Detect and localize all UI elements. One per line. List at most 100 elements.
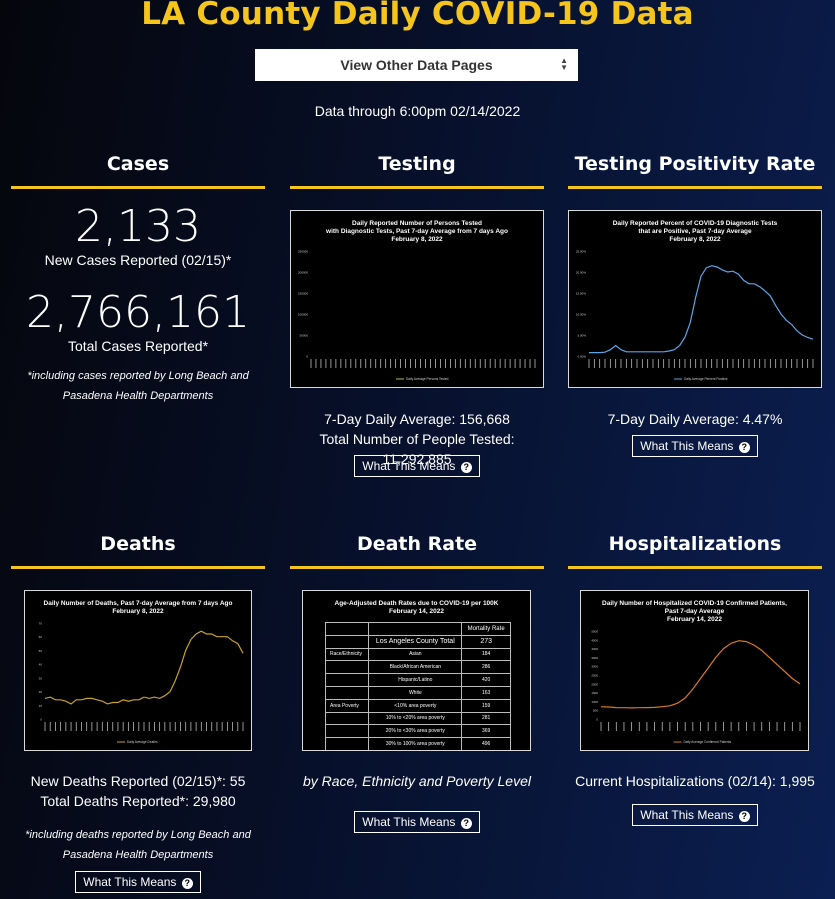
x-tick-label	[748, 359, 750, 368]
x-tick-label	[49, 722, 51, 731]
deaths-chart[interactable]: Daily Number of Deaths, Past 7-day Avera…	[24, 590, 252, 751]
x-tick-label	[55, 722, 56, 731]
x-tick-label	[464, 359, 466, 368]
x-tick-label	[430, 359, 431, 368]
x-tick-label	[784, 722, 786, 731]
death-rate-caption: by Race, Ethnicity and Poverty Level	[302, 773, 531, 789]
x-tick-label	[785, 359, 787, 368]
x-tick-label	[148, 722, 150, 731]
x-tick-label	[370, 359, 372, 368]
x-tick-label	[768, 722, 770, 731]
x-tick-label	[700, 359, 702, 368]
death-rate-chart-title: Age-Adjusted Death Rates due to COVID-19…	[334, 600, 499, 615]
x-tick-label	[673, 359, 675, 368]
legend-label: Daily Average Confirmed Patients	[684, 740, 732, 744]
x-tick-label	[641, 359, 643, 368]
table-row: Los Angeles County Total 273	[324, 634, 511, 649]
hospitalizations-chart[interactable]: Daily Number of Hospitalized COVID-19 Co…	[580, 590, 809, 751]
hospitalizations-what-this-means-button[interactable]: What This Means ?	[632, 804, 758, 826]
testing-daily-average: 7-Day Daily Average: 156,668	[324, 411, 510, 427]
chart-title: Daily Reported Number of Persons Tested w…	[326, 220, 508, 243]
x-tick-label	[65, 722, 67, 731]
x-tick-label	[91, 722, 93, 731]
x-tick-label	[801, 359, 803, 368]
x-tick-label	[769, 359, 771, 368]
positivity-what-this-means-button[interactable]: What This Means ?	[632, 435, 758, 457]
x-tick-label	[631, 722, 633, 731]
x-tick-label	[440, 359, 441, 368]
x-tick-label	[96, 722, 98, 731]
x-tick-label	[425, 359, 426, 368]
y-tick-label: 50	[39, 649, 43, 653]
x-tick-label	[504, 359, 506, 368]
x-tick-label	[320, 359, 322, 368]
x-tick-label	[608, 722, 610, 731]
x-tick-label	[385, 359, 387, 368]
deaths-heading: Deaths	[11, 533, 265, 569]
y-tick-label: 5000	[591, 630, 598, 634]
positivity-chart[interactable]: Daily Reported Percent of COVID-19 Diagn…	[568, 210, 822, 388]
total-deaths-label: Total Deaths Reported*: 29,980	[40, 793, 236, 809]
x-tick-label	[625, 359, 627, 368]
testing-what-this-means-button[interactable]: What This Means ?	[354, 455, 480, 477]
x-tick-label	[807, 359, 809, 368]
x-tick-label	[345, 359, 347, 368]
x-tick-label	[761, 722, 763, 731]
new-cases-value: 2,133	[75, 201, 201, 252]
x-tick-label	[652, 359, 654, 368]
chart-plot: 0.00% 5.00% 10.00% 15.00% 20.00% 25.00% Daily …	[576, 250, 814, 381]
x-tick-label	[514, 359, 516, 368]
x-tick-label	[200, 722, 202, 731]
x-tick-label	[169, 722, 171, 731]
data-pages-select[interactable]: View Other Data Pages ▲ ▼	[255, 49, 578, 81]
x-tick-label	[81, 722, 82, 731]
x-tick-label	[138, 722, 140, 731]
hospitalizations-section: Hospitalizations Current Hospitalization…	[568, 533, 822, 826]
y-tick-label: 10	[39, 704, 43, 708]
x-tick-label	[335, 359, 337, 368]
death-rate-section: Death Rate by Race, Ethnicity and Povert…	[290, 533, 544, 833]
x-tick-label	[242, 722, 244, 731]
x-tick-label	[692, 722, 694, 731]
y-tick-label: 70	[39, 622, 43, 626]
select-label: View Other Data Pages	[340, 57, 493, 73]
x-tick-label	[185, 722, 187, 731]
testing-chart[interactable]: Daily Reported Number of Persons Tested w…	[290, 210, 544, 388]
question-icon: ?	[738, 811, 750, 822]
x-tick-label	[415, 359, 416, 368]
x-tick-label	[812, 359, 814, 368]
deaths-section: Deaths New Deaths Reported (02/15)*: 55 …	[11, 533, 265, 893]
x-tick-label	[509, 359, 511, 368]
death-rate-what-this-means-button[interactable]: What This Means ?	[354, 811, 480, 833]
x-tick-label	[216, 722, 218, 731]
x-tick-label	[746, 722, 747, 731]
x-tick-label	[609, 359, 611, 368]
x-tick-label	[738, 722, 740, 731]
legend-label: Daily Average Percent Positive	[684, 377, 728, 381]
x-tick-label	[390, 359, 392, 368]
x-tick-label	[669, 722, 671, 731]
series-line	[44, 630, 244, 705]
question-icon: ?	[181, 878, 193, 889]
current-hospitalizations-label: Current Hospitalizations (02/14): 1,995	[575, 773, 815, 789]
x-tick-label	[524, 359, 526, 368]
x-tick-label	[133, 722, 134, 731]
death-rate-chart[interactable]: Age-Adjusted Death Rates due to COVID-19…	[302, 590, 531, 751]
x-tick-label	[44, 722, 46, 731]
deaths-what-this-means-button[interactable]: What This Means ?	[75, 871, 201, 893]
chart-plot: 0 50000 100000 150000 200000 250000 Daily Aver…	[298, 250, 536, 381]
x-tick-label	[700, 722, 701, 731]
x-tick-label	[122, 722, 124, 731]
x-tick-label	[705, 359, 707, 368]
x-tick-label	[776, 722, 778, 731]
chart-title: Daily Number of Hospitalized COVID-19 Co…	[602, 600, 787, 623]
new-deaths-label: New Deaths Reported (02/15)*: 55	[30, 773, 246, 789]
positivity-heading: Testing Positivity Rate	[568, 153, 822, 189]
table-row: Black/African American 286	[324, 660, 511, 675]
x-tick-label	[623, 722, 625, 731]
x-tick-label	[380, 359, 382, 368]
y-tick-label: 20.00%	[576, 271, 587, 275]
x-tick-label	[107, 722, 108, 731]
x-tick-label	[647, 359, 649, 368]
series-line	[589, 265, 814, 354]
